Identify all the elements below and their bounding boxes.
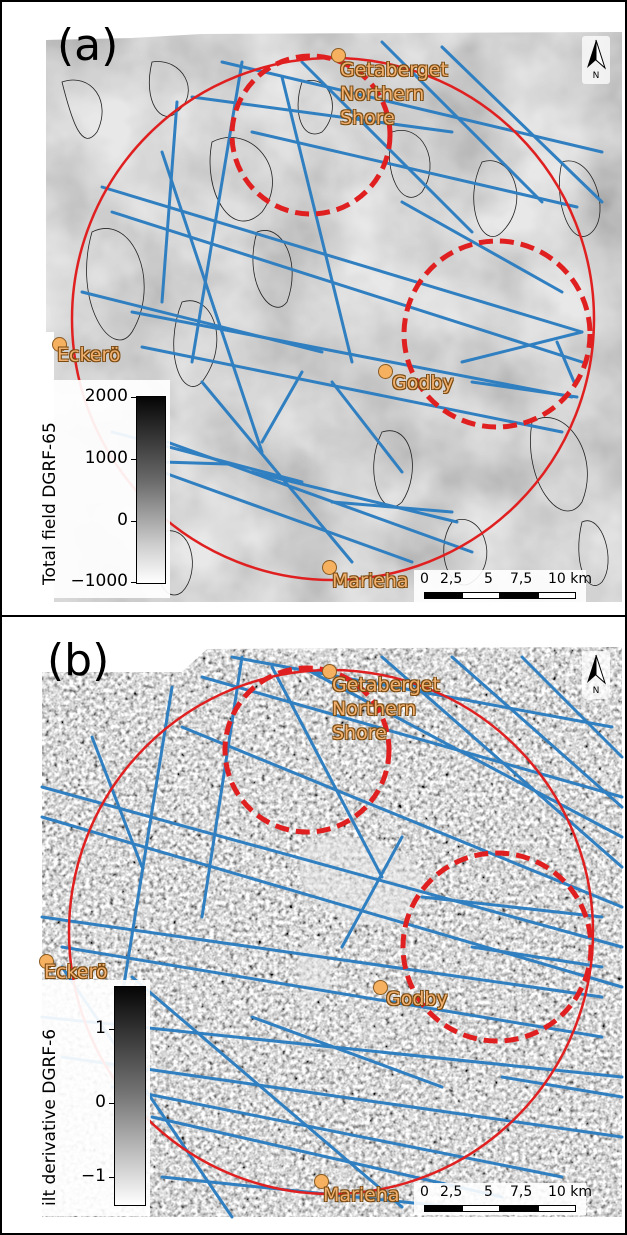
scale-label: 7,5 [510, 1184, 533, 1200]
scale-label: 10 km [548, 1184, 593, 1200]
colorbar-tickmark-b [109, 1029, 114, 1030]
colorbar-tickmark-a [131, 397, 136, 398]
colorbar-tick-b: 1 [95, 1018, 106, 1038]
panel-a-total-field-map: (a) Total field DGRF-65 2000 1000 0 −100… [0, 0, 627, 617]
place-label-northern: Northern [332, 698, 417, 720]
colorbar-tickmark-b [109, 1103, 114, 1104]
dashed-circle-north-b [222, 665, 392, 835]
place-label-marieha: Marieha [332, 570, 409, 592]
place-label-eckero: Eckerö [44, 961, 108, 983]
colorbar-b: ilt derivative DGRF-6 1 0 −1 [34, 980, 150, 1216]
colorbar-gradient-a [136, 396, 166, 584]
dashed-circle-north-a [229, 53, 393, 217]
place-label-getaberget: Getaberget [332, 674, 440, 696]
dashed-circle-east-a [401, 238, 593, 430]
place-marker-icon [39, 954, 54, 969]
colorbar-tickmark-a [131, 459, 136, 460]
place-marker-icon [373, 980, 388, 995]
scale-segment [462, 592, 500, 599]
scale-bar-b: 0 2,5 5 7,5 10 km [414, 1183, 592, 1215]
panel-label-a: (a) [57, 20, 119, 71]
colorbar-tickmark-a [131, 521, 136, 522]
scale-bar-a: 0 2,5 5 7,5 10 km [414, 570, 592, 602]
north-label-a: N [592, 71, 600, 81]
colorbar-tickmark-b [109, 1177, 114, 1178]
place-label-godby: Godby [392, 372, 454, 394]
scale-segment [500, 1205, 538, 1212]
colorbar-tick-a: −1000 [70, 571, 128, 591]
colorbar-tick-a: 1000 [84, 448, 128, 468]
place-label-shore: Shore [340, 107, 395, 129]
colorbar-tick-b: 0 [95, 1092, 106, 1112]
scale-label: 2,5 [440, 571, 463, 587]
dashed-circle-east-b [400, 850, 594, 1044]
scale-segment [424, 1205, 462, 1212]
panel-label-b: (b) [47, 635, 110, 686]
place-marker-icon [331, 48, 346, 63]
place-label-eckero: Eckerö [57, 344, 121, 366]
scale-label: 0 [420, 571, 429, 587]
place-label-shore: Shore [332, 722, 387, 744]
north-arrow-icon: N [582, 36, 610, 84]
colorbar-tick-a: 2000 [84, 386, 128, 406]
lineaments-b [40, 655, 624, 1219]
scale-segment [462, 1205, 500, 1212]
coastline-outlines-a [61, 61, 609, 596]
scale-segment [538, 592, 576, 599]
scale-segment [538, 1205, 576, 1212]
colorbar-gradient-b [114, 986, 146, 1206]
scale-segment [424, 592, 462, 599]
scale-label: 2,5 [440, 1184, 463, 1200]
place-marker-icon [314, 1174, 329, 1189]
colorbar-tickmark-a [131, 582, 136, 583]
scale-label: 5 [484, 571, 493, 587]
colorbar-tick-b: −1 [80, 1166, 106, 1186]
scale-label: 10 km [548, 571, 593, 587]
north-arrow-icon: N [582, 651, 610, 699]
place-marker-icon [52, 337, 67, 352]
scale-segment [500, 592, 538, 599]
place-label-godby: Godby [386, 988, 448, 1010]
lineaments-a [80, 40, 604, 564]
scale-label: 7,5 [510, 571, 533, 587]
place-label-marieha: Marieha [323, 1184, 400, 1206]
place-marker-icon [322, 664, 337, 679]
place-marker-icon [322, 560, 337, 575]
north-label-b: N [592, 686, 600, 696]
scale-label: 0 [420, 1184, 429, 1200]
colorbar-a: Total field DGRF-65 2000 1000 0 −1000 [34, 380, 170, 598]
scale-label: 5 [484, 1184, 493, 1200]
colorbar-tick-a: 0 [117, 510, 128, 530]
place-marker-icon [378, 364, 393, 379]
panel-b-tilt-derivative-map: (b) ilt derivative DGRF-6 1 0 −1 Getaber… [0, 617, 627, 1235]
colorbar-title-a: Total field DGRF-65 [40, 422, 60, 585]
place-label-getaberget: Getaberget [340, 59, 448, 81]
place-label-northern: Northern [340, 83, 425, 105]
map-a-canvas [46, 32, 622, 602]
